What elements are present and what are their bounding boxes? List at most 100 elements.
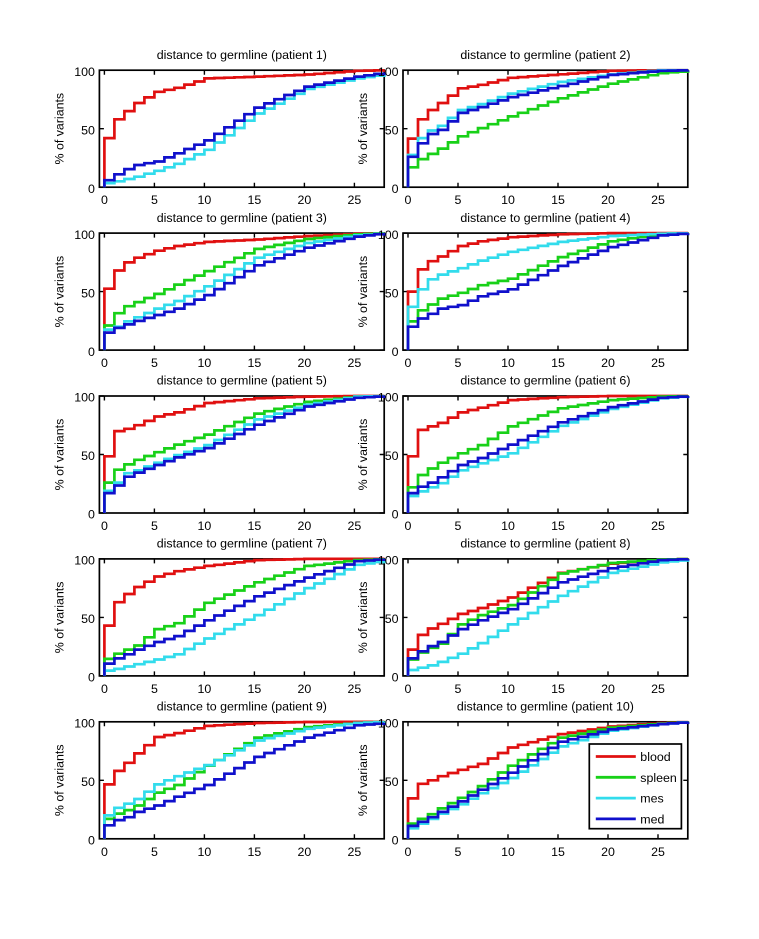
svg-text:0: 0 [392,508,399,522]
svg-text:100: 100 [74,717,95,731]
svg-text:15: 15 [551,519,565,533]
svg-text:100: 100 [378,391,399,405]
svg-text:25: 25 [651,682,665,696]
svg-text:50: 50 [81,775,95,789]
svg-text:20: 20 [601,356,615,370]
svg-text:% of variants: % of variants [52,744,66,816]
svg-text:25: 25 [651,193,665,207]
svg-text:5: 5 [151,682,158,696]
svg-text:distance to germline (patient: distance to germline (patient 4) [460,211,630,225]
svg-text:0: 0 [101,519,108,533]
svg-text:0: 0 [101,682,108,696]
svg-text:blood: blood [640,750,670,764]
svg-text:0: 0 [88,508,95,522]
svg-text:50: 50 [81,286,95,300]
svg-text:% of variants: % of variants [52,256,66,328]
svg-text:20: 20 [601,193,615,207]
svg-text:20: 20 [298,682,312,696]
svg-text:50: 50 [385,612,399,626]
svg-text:% of variants: % of variants [52,419,66,491]
svg-text:% of variants: % of variants [52,93,66,165]
svg-text:spleen: spleen [640,771,677,785]
svg-text:5: 5 [455,682,462,696]
svg-text:15: 15 [551,682,565,696]
svg-text:5: 5 [455,519,462,533]
svg-text:10: 10 [501,845,515,859]
svg-text:% of variants: % of variants [356,582,370,654]
svg-text:50: 50 [385,286,399,300]
svg-text:20: 20 [298,356,312,370]
svg-text:distance to germline (patient: distance to germline (patient 10) [457,700,634,714]
svg-text:distance to germline (patient: distance to germline (patient 7) [157,537,327,551]
svg-text:50: 50 [385,449,399,463]
svg-text:0: 0 [392,182,399,196]
svg-text:10: 10 [198,682,212,696]
svg-text:20: 20 [298,519,312,533]
svg-text:10: 10 [198,356,212,370]
svg-text:100: 100 [378,717,399,731]
svg-text:0: 0 [405,356,412,370]
svg-text:10: 10 [198,193,212,207]
svg-text:0: 0 [405,193,412,207]
svg-text:5: 5 [151,519,158,533]
svg-text:20: 20 [601,845,615,859]
svg-text:% of variants: % of variants [356,744,370,816]
svg-text:distance to germline (patient: distance to germline (patient 1) [157,48,327,62]
svg-text:50: 50 [81,612,95,626]
svg-text:10: 10 [198,519,212,533]
svg-text:25: 25 [348,356,362,370]
svg-text:10: 10 [198,845,212,859]
svg-text:10: 10 [501,193,515,207]
svg-text:20: 20 [298,845,312,859]
svg-text:20: 20 [601,519,615,533]
svg-text:10: 10 [501,519,515,533]
svg-text:0: 0 [88,834,95,848]
svg-text:distance to germline (patient: distance to germline (patient 3) [157,211,327,225]
svg-text:10: 10 [501,682,515,696]
svg-text:15: 15 [248,845,262,859]
svg-text:distance to germline (patient: distance to germline (patient 6) [460,374,630,388]
svg-text:0: 0 [101,845,108,859]
svg-text:% of variants: % of variants [356,93,370,165]
svg-text:50: 50 [385,123,399,137]
svg-text:% of variants: % of variants [356,256,370,328]
svg-text:med: med [640,812,664,826]
svg-text:100: 100 [74,554,95,568]
svg-text:100: 100 [74,65,95,79]
svg-text:15: 15 [551,356,565,370]
svg-text:5: 5 [151,356,158,370]
svg-text:20: 20 [298,193,312,207]
svg-text:% of variants: % of variants [356,419,370,491]
svg-text:5: 5 [151,845,158,859]
svg-text:50: 50 [385,775,399,789]
svg-text:0: 0 [88,671,95,685]
svg-text:50: 50 [81,123,95,137]
svg-text:50: 50 [81,449,95,463]
svg-text:% of variants: % of variants [52,582,66,654]
svg-text:5: 5 [455,193,462,207]
svg-text:25: 25 [348,193,362,207]
svg-text:5: 5 [151,193,158,207]
svg-text:0: 0 [392,345,399,359]
svg-text:0: 0 [392,834,399,848]
svg-text:0: 0 [405,845,412,859]
svg-text:100: 100 [378,228,399,242]
svg-text:10: 10 [501,356,515,370]
svg-text:0: 0 [88,182,95,196]
svg-text:5: 5 [455,845,462,859]
svg-text:0: 0 [101,193,108,207]
svg-text:mes: mes [640,792,663,806]
svg-text:15: 15 [248,519,262,533]
svg-text:100: 100 [378,554,399,568]
svg-text:5: 5 [455,356,462,370]
svg-text:15: 15 [248,356,262,370]
svg-text:distance to germline (patient: distance to germline (patient 8) [460,537,630,551]
svg-text:distance to germline (patient: distance to germline (patient 2) [460,48,630,62]
svg-text:distance to germline (patient: distance to germline (patient 9) [157,700,327,714]
svg-text:distance to germline (patient: distance to germline (patient 5) [157,374,327,388]
svg-text:15: 15 [248,193,262,207]
svg-text:0: 0 [101,356,108,370]
svg-text:25: 25 [348,519,362,533]
svg-text:25: 25 [651,519,665,533]
svg-text:100: 100 [378,65,399,79]
